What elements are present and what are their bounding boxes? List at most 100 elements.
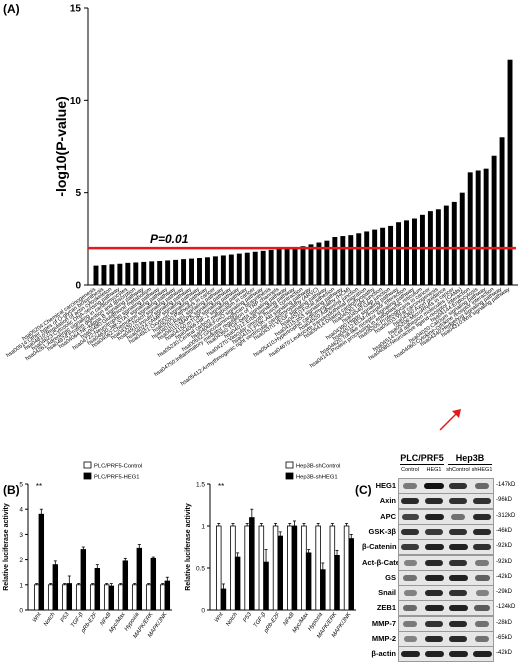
blot-strip (398, 646, 494, 663)
blot-band (448, 620, 468, 627)
bar (93, 265, 99, 285)
x-tick-label: Wnt (214, 611, 225, 623)
panel-b-label: (B) (3, 483, 20, 497)
blot-band (475, 620, 489, 627)
y-tick-label: 5 (19, 482, 23, 489)
bar (443, 205, 449, 285)
bar-treatment (164, 580, 171, 611)
protein-label: β-actin (371, 649, 396, 659)
blot-band (472, 651, 492, 658)
bar (419, 214, 425, 285)
y-tick-label: 5 (75, 188, 81, 199)
blot-band (424, 636, 444, 642)
bar-control (258, 525, 265, 611)
blot-band (424, 574, 444, 581)
bar-control (159, 584, 166, 611)
legend-swatch (285, 461, 294, 469)
blot-band (449, 483, 467, 489)
bar-treatment (291, 525, 298, 611)
bar-control (301, 525, 307, 611)
protein-label: Axin (379, 496, 396, 506)
bar (284, 248, 290, 285)
bar (483, 168, 489, 285)
bar-treatment (94, 568, 101, 611)
bar (268, 249, 274, 285)
bar-control (33, 584, 40, 611)
bar-control (216, 525, 222, 611)
blot-band (448, 544, 468, 551)
bar (101, 265, 107, 285)
bar-control (75, 584, 82, 611)
y-tick-label: 4 (19, 507, 23, 514)
blot-band (424, 559, 444, 566)
blot-band (403, 574, 417, 581)
protein-label: ZEB1 (376, 603, 396, 613)
protein-label: HEG1 (375, 481, 396, 490)
y-axis-title: Relative luciferase activity (3, 503, 10, 591)
bar (189, 258, 194, 285)
blot-band (424, 544, 444, 551)
y-tick-label: 1 (19, 582, 23, 589)
y-axis-title: -log10(P-value) (53, 96, 69, 196)
luciferase-hep3b-chart: 0 0.5 1 1.5 Relative luciferase activity Wnt *… (185, 461, 356, 640)
highlight-arrow-head (452, 409, 462, 418)
lane-label-shcontrol: shControl (446, 467, 470, 473)
blot-band (402, 605, 418, 612)
blot-band (403, 636, 417, 642)
bar (332, 236, 338, 285)
highlight-arrow-line (439, 411, 459, 431)
bar (252, 251, 258, 285)
blot-band (448, 605, 468, 612)
protein-label: GS (385, 572, 396, 582)
panel-a-label: (A) (3, 2, 20, 16)
bar (364, 231, 370, 285)
bar (149, 261, 155, 285)
x-tick-label: NFκB (99, 612, 112, 627)
bar (125, 262, 131, 285)
bar-treatment (263, 561, 269, 611)
bar-treatment (122, 560, 129, 611)
bar-control (230, 525, 236, 611)
x-tick-label: Notch (43, 612, 57, 628)
blot-band (472, 513, 492, 520)
threshold-label: P=0.01 (150, 232, 189, 246)
protein-label: MMP-2 (371, 634, 396, 643)
bar-treatment (66, 583, 73, 611)
bar (228, 254, 234, 285)
x-tick-label: Notch (225, 612, 239, 628)
protein-label: APC (380, 511, 396, 521)
bar (396, 222, 402, 285)
bar (316, 242, 322, 285)
y-axis-title: Relative luciferase activity (185, 503, 192, 591)
group-divider-hep3b (448, 464, 492, 465)
molecular-weight-label: -46kD (496, 527, 513, 534)
molecular-weight-label: -96kD (496, 497, 513, 504)
group-divider-plc (400, 464, 444, 465)
x-tick-label: NFκB (283, 612, 296, 627)
bar-treatment (52, 564, 59, 611)
bar-treatment (334, 555, 340, 611)
legend-swatch (83, 472, 92, 480)
blot-band (474, 483, 490, 489)
blot-band (473, 498, 491, 505)
bar-control (287, 525, 293, 611)
bar-control (272, 525, 279, 611)
bar-treatment (150, 557, 157, 611)
bar-treatment (220, 588, 227, 611)
bar (507, 59, 513, 285)
bar-treatment (136, 547, 143, 611)
bar-control (244, 525, 250, 611)
western-blot-panel: PLC/PRF5 Hep3B Control HEG1 shControl sh… (362, 452, 518, 663)
bar (212, 256, 218, 285)
bar-control (131, 584, 138, 611)
blot-band (448, 651, 468, 658)
significance-marker: ** (218, 482, 224, 491)
bar-control (103, 584, 110, 611)
bar (181, 259, 187, 285)
protein-label: Snail (378, 588, 396, 598)
blot-band (474, 605, 490, 612)
group-label-plc: PLC/PRF5 (400, 453, 444, 463)
blot-band (475, 636, 489, 642)
molecular-weight-label: -28kD (496, 619, 513, 626)
blot-band (449, 559, 467, 566)
